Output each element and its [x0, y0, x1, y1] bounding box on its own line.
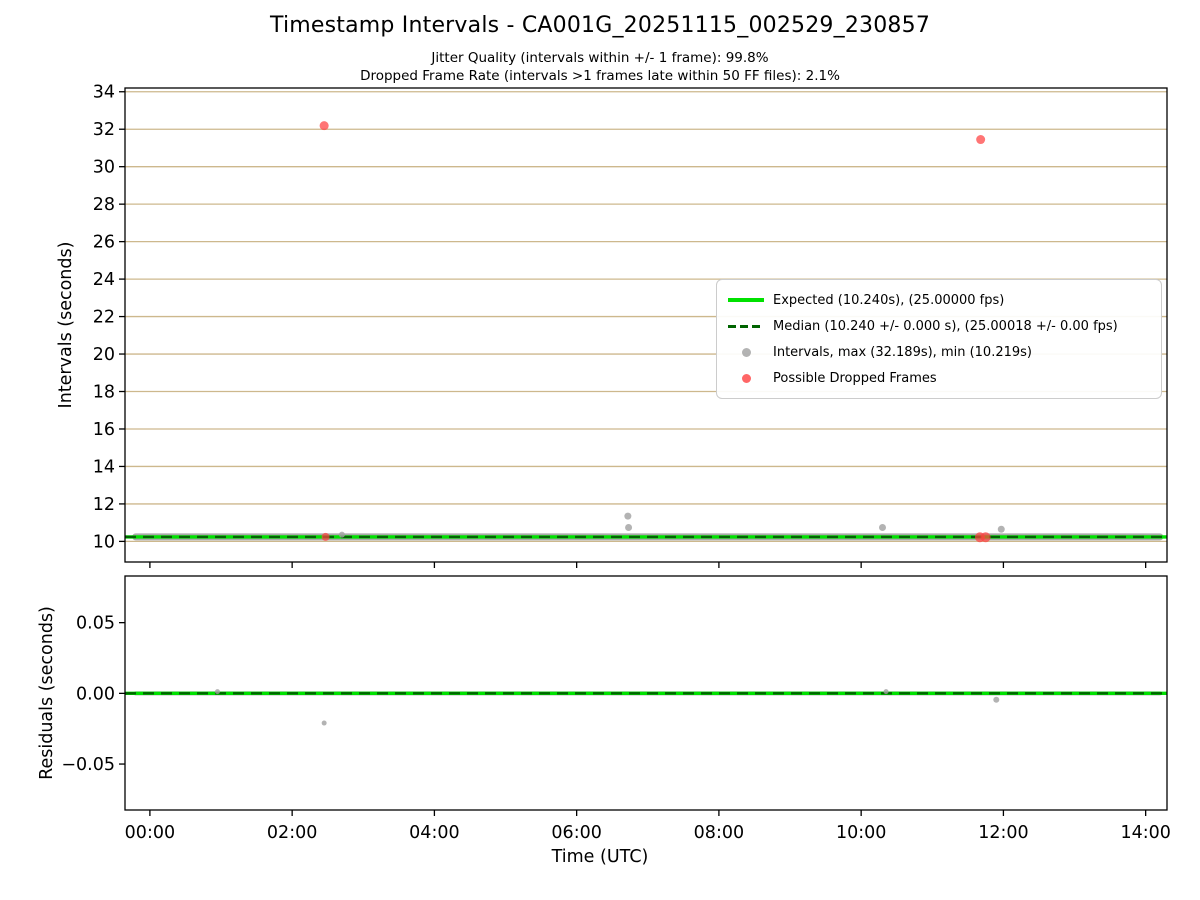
chart-subtitle-jitter: Jitter Quality (intervals within +/- 1 f…	[431, 50, 769, 66]
y-tick-label: 30	[93, 158, 115, 178]
interval-point	[993, 696, 1000, 703]
x-tick-label: 12:00	[978, 823, 1028, 843]
x-tick-label: 06:00	[551, 823, 601, 843]
dropped-frame-point	[321, 532, 330, 541]
y-tick-label: 22	[93, 308, 115, 328]
y-tick-label: 32	[93, 120, 115, 140]
interval-point	[321, 720, 327, 726]
y-tick-label: 14	[93, 457, 115, 477]
x-tick-label: 00:00	[125, 823, 175, 843]
y-tick-label: −0.05	[61, 755, 115, 775]
dropped-frames-dot-swatch	[727, 373, 765, 383]
legend-entry-median: Median (10.240 +/- 0.000 s), (25.00018 +…	[727, 313, 1151, 339]
expected-line-swatch	[727, 298, 765, 302]
y-tick-label: 10	[93, 532, 115, 552]
legend-label: Possible Dropped Frames	[773, 370, 937, 386]
interval-point	[625, 524, 633, 532]
legend-entry-intervals: Intervals, max (32.189s), min (10.219s)	[727, 339, 1151, 365]
x-tick-label: 10:00	[836, 823, 886, 843]
y-tick-label: 0.05	[76, 614, 115, 634]
legend-entry-expected: Expected (10.240s), (25.00000 fps)	[727, 287, 1151, 313]
dropped-frame-point	[976, 135, 986, 145]
y-tick-label: 20	[93, 345, 115, 365]
x-tick-label: 14:00	[1120, 823, 1170, 843]
legend-label: Median (10.240 +/- 0.000 s), (25.00018 +…	[773, 318, 1118, 334]
x-tick-label: 04:00	[409, 823, 459, 843]
interval-point	[997, 525, 1005, 533]
x-axis-label: Time (UTC)	[551, 847, 649, 867]
axes-frame	[124, 87, 1168, 563]
y-axis-label-intervals: Intervals (seconds)	[56, 241, 76, 409]
interval-point	[338, 531, 345, 538]
dropped-frame-point	[980, 532, 991, 543]
interval-point	[883, 689, 889, 695]
legend-label: Intervals, max (32.189s), min (10.219s)	[773, 344, 1032, 360]
y-tick-label: 28	[93, 195, 115, 215]
legend-entry-dropped-frames: Possible Dropped Frames	[727, 365, 1151, 391]
y-tick-label: 0.00	[76, 684, 115, 704]
y-tick-label: 34	[93, 83, 115, 103]
y-tick-label: 12	[93, 495, 115, 515]
chart-title: Timestamp Intervals - CA001G_20251115_00…	[269, 13, 931, 38]
y-tick-label: 26	[93, 233, 115, 253]
y-axis-label-residuals: Residuals (seconds)	[37, 606, 57, 780]
y-tick-label: 24	[93, 270, 115, 290]
chart-subtitle-dropped: Dropped Frame Rate (intervals >1 frames …	[360, 68, 840, 84]
interval-point	[214, 689, 220, 695]
dropped-frame-point	[319, 121, 329, 131]
y-tick-label: 18	[93, 383, 115, 403]
interval-point	[624, 512, 632, 520]
x-tick-label: 02:00	[267, 823, 317, 843]
y-tick-label: 16	[93, 420, 115, 440]
intervals-dot-swatch	[727, 347, 765, 357]
legend: Expected (10.240s), (25.00000 fps) Media…	[716, 279, 1162, 399]
x-tick-label: 08:00	[694, 823, 744, 843]
legend-label: Expected (10.240s), (25.00000 fps)	[773, 292, 1005, 308]
interval-point	[878, 524, 886, 532]
median-line-swatch	[727, 324, 765, 328]
